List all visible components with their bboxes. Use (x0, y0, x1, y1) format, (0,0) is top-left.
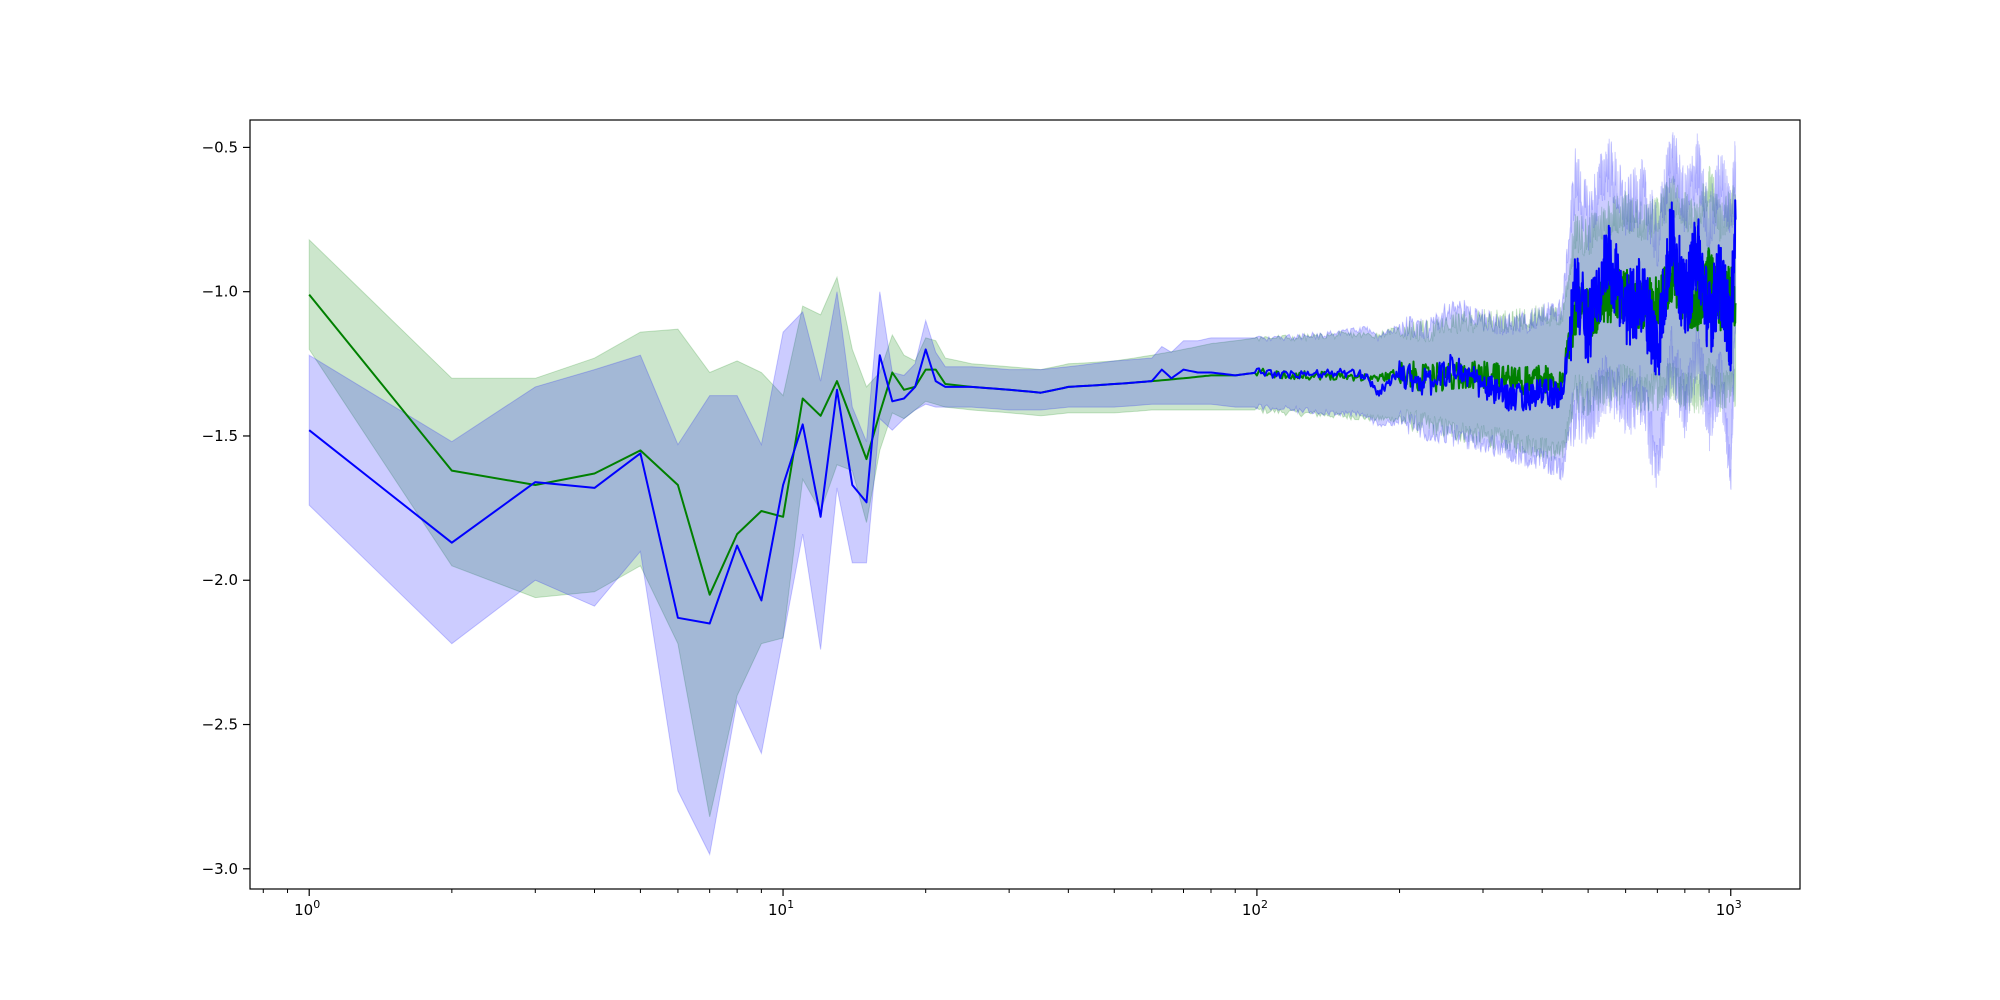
x-tick-label: 100 (294, 898, 320, 919)
x-tick-label: 103 (1716, 898, 1742, 919)
y-tick-label: −3.0 (202, 860, 238, 878)
x-tick-label: 101 (768, 898, 794, 919)
series-1-band (308, 165, 1737, 818)
plot-frame (249, 119, 1801, 890)
x-tick-label: 102 (1242, 898, 1268, 919)
lines-layer (308, 199, 1737, 625)
y-axis: −0.5 −1.0 −1.5 −2.0 −2.5 −3.0 (202, 138, 250, 878)
series-2-line (308, 199, 1737, 625)
y-tick-label: −1.0 (202, 283, 238, 301)
y-tick-label: −1.5 (202, 427, 238, 445)
y-tick-label: −2.0 (202, 571, 238, 589)
x-axis: 100 101 102 103 (262, 889, 1742, 919)
y-tick-label: −0.5 (202, 138, 238, 156)
y-tick-label: −2.5 (202, 716, 238, 734)
